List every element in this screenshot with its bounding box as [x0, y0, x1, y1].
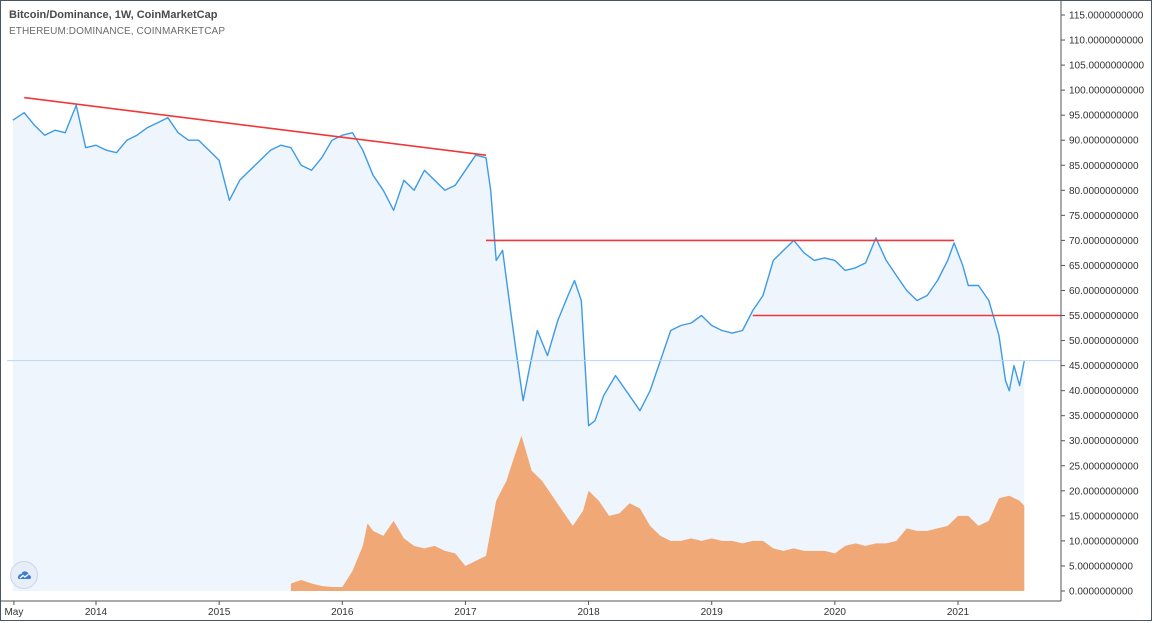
y-tick-label: 115.0000000000: [1069, 11, 1144, 22]
x-tick-label: 2016: [331, 607, 354, 618]
series-layer: [12, 104, 1025, 591]
series-1-area: [12, 105, 1025, 591]
x-tick-label: 2018: [577, 607, 600, 618]
y-tick-label: 15.0000000000: [1069, 511, 1139, 522]
y-tick-label: 75.0000000000: [1069, 211, 1139, 222]
y-tick-label: 80.0000000000: [1069, 186, 1139, 197]
y-tick-label: 55.0000000000: [1069, 311, 1139, 322]
y-tick-label: 25.0000000000: [1069, 461, 1139, 472]
y-tick-label: 10.0000000000: [1069, 536, 1139, 547]
y-tick-label: 45.0000000000: [1069, 361, 1139, 372]
annotation-layer: [7, 96, 1061, 362]
y-tick-label: 60.0000000000: [1069, 286, 1139, 297]
y-tick-label: 85.0000000000: [1069, 161, 1139, 172]
x-tick-label: 2015: [208, 607, 231, 618]
y-tick-label: 105.0000000000: [1069, 61, 1145, 72]
cloud-icon: [18, 571, 31, 579]
chart-title: Bitcoin/Dominance, 1W, CoinMarketCap: [9, 9, 218, 21]
y-tick-label: 90.0000000000: [1069, 136, 1139, 147]
x-tick-label: 2019: [701, 607, 724, 618]
y-tick-label: 40.0000000000: [1069, 386, 1139, 397]
y-tick-label: 100.0000000000: [1069, 86, 1145, 97]
y-tick-label: 95.0000000000: [1069, 111, 1139, 122]
series-2-area: [291, 435, 1025, 591]
x-tick-label: May: [4, 607, 23, 618]
series-1-line: [12, 104, 1025, 427]
y-tick-label: 70.0000000000: [1069, 236, 1139, 247]
tradingview-logo[interactable]: [10, 561, 38, 589]
x-tick-label: 2020: [824, 607, 847, 618]
y-tick-label: 50.0000000000: [1069, 336, 1139, 347]
chart-subtitle: ETHEREUM:DOMINANCE, COINMARKETCAP: [9, 26, 226, 37]
y-tick-label: 65.0000000000: [1069, 261, 1139, 272]
y-tick-label: 0.0000000000: [1069, 587, 1133, 598]
x-tick-label: 2014: [85, 607, 108, 618]
y-tick-label: 20.0000000000: [1069, 486, 1139, 497]
y-tick-label: 30.0000000000: [1069, 436, 1139, 447]
y-tick-label: 35.0000000000: [1069, 411, 1139, 422]
y-tick-label: 5.0000000000: [1069, 561, 1133, 572]
y-tick-label: 110.0000000000: [1069, 36, 1144, 47]
trendline-1[interactable]: [24, 96, 487, 156]
x-tick-label: 2021: [947, 607, 970, 618]
x-tick-label: 2017: [454, 607, 477, 618]
